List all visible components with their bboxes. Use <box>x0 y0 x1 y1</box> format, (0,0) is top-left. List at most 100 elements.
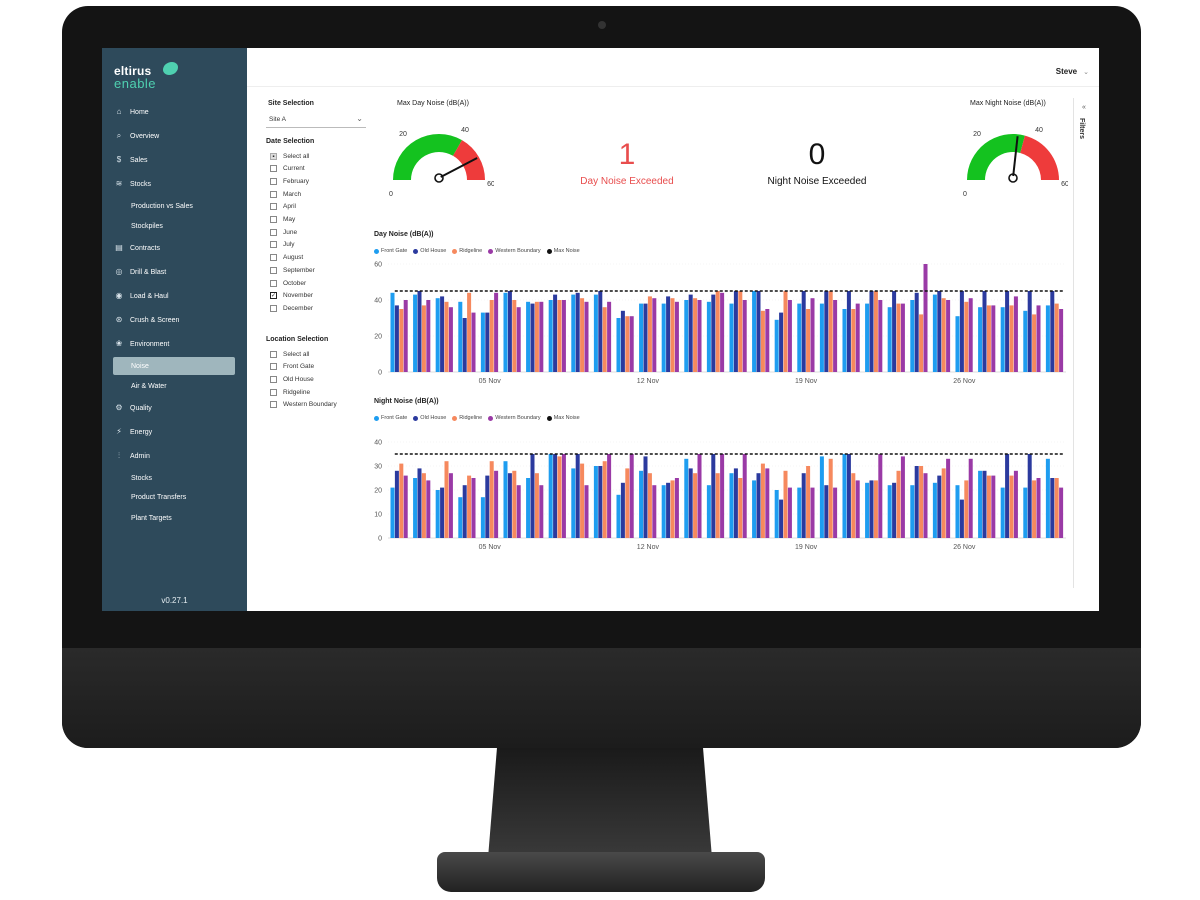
day-bar-western-boundary[interactable] <box>1036 305 1041 372</box>
day-bar-old-house[interactable] <box>417 291 422 372</box>
day-bar-front-gate[interactable] <box>458 301 463 372</box>
day-bar-old-house[interactable] <box>779 312 784 372</box>
night-bar-old-house[interactable] <box>846 454 851 538</box>
day-bar-ridgeline[interactable] <box>421 305 426 372</box>
sidebar-item-sales[interactable]: $ Sales <box>102 151 247 169</box>
night-bar-front-gate[interactable] <box>774 490 779 538</box>
night-bar-ridgeline[interactable] <box>670 480 675 538</box>
night-bar-ridgeline[interactable] <box>421 473 426 538</box>
night-bar-old-house[interactable] <box>485 475 490 538</box>
night-bar-ridgeline[interactable] <box>625 468 630 538</box>
sidebar-item-stocks[interactable]: Stocks <box>102 469 247 487</box>
day-bar-ridgeline[interactable] <box>467 292 472 372</box>
night-bar-old-house[interactable] <box>779 499 784 538</box>
night-bar-western-boundary[interactable] <box>833 487 838 538</box>
night-bar-western-boundary[interactable] <box>946 458 951 538</box>
day-bar-western-boundary[interactable] <box>968 298 973 372</box>
day-bar-old-house[interactable] <box>733 291 738 372</box>
checkbox[interactable] <box>270 190 277 198</box>
night-bar-western-boundary[interactable] <box>810 487 815 538</box>
checkbox[interactable] <box>270 266 277 274</box>
day-bar-western-boundary[interactable] <box>448 307 453 372</box>
day-bar-front-gate[interactable] <box>661 303 666 372</box>
sidebar-item-stocks[interactable]: ≋ Stocks <box>102 175 247 193</box>
night-bar-front-gate[interactable] <box>616 494 621 538</box>
day-bar-old-house[interactable] <box>1027 291 1032 372</box>
day-bar-old-house[interactable] <box>666 296 671 372</box>
logo[interactable]: eltirus enable <box>114 62 178 91</box>
night-bar-front-gate[interactable] <box>413 478 418 538</box>
night-bar-ridgeline[interactable] <box>760 463 765 538</box>
night-bar-front-gate[interactable] <box>593 466 598 538</box>
night-bar-western-boundary[interactable] <box>765 468 770 538</box>
night-bar-western-boundary[interactable] <box>561 454 566 538</box>
night-bar-old-house[interactable] <box>688 468 693 538</box>
legend-item-front-gate[interactable]: Front Gate <box>374 248 407 254</box>
day-bar-old-house[interactable] <box>553 294 558 372</box>
date-selection-option-march[interactable]: March <box>270 189 301 199</box>
day-bar-front-gate[interactable] <box>797 303 802 372</box>
night-bar-western-boundary[interactable] <box>607 454 612 538</box>
night-bar-front-gate[interactable] <box>932 482 937 538</box>
night-bar-western-boundary[interactable] <box>426 480 431 538</box>
checkbox[interactable] <box>270 363 277 371</box>
day-bar-front-gate[interactable] <box>639 303 644 372</box>
day-bar-front-gate[interactable] <box>774 319 779 372</box>
night-bar-front-gate[interactable] <box>955 485 960 538</box>
day-bar-ridgeline[interactable] <box>1032 314 1037 372</box>
night-noise-gauge[interactable]: 0 20 40 60 <box>958 118 1068 198</box>
night-bar-old-house[interactable] <box>801 473 806 538</box>
day-bar-ridgeline[interactable] <box>489 300 494 372</box>
night-bar-ridgeline[interactable] <box>828 458 833 538</box>
day-bar-front-gate[interactable] <box>887 307 892 372</box>
night-bar-old-house[interactable] <box>892 482 897 538</box>
night-bar-ridgeline[interactable] <box>534 473 539 538</box>
day-bar-ridgeline[interactable] <box>783 291 788 372</box>
night-bar-old-house[interactable] <box>598 466 603 538</box>
day-bar-ridgeline[interactable] <box>647 296 652 372</box>
legend-item-max-noise[interactable]: Max Noise <box>546 415 580 421</box>
night-bar-old-house[interactable] <box>553 454 558 538</box>
day-bar-ridgeline[interactable] <box>557 300 562 372</box>
night-bar-old-house[interactable] <box>394 470 399 538</box>
night-bar-western-boundary[interactable] <box>494 470 499 538</box>
night-bar-western-boundary[interactable] <box>516 485 521 538</box>
night-bar-ridgeline[interactable] <box>467 475 472 538</box>
day-bar-old-house[interactable] <box>711 294 716 372</box>
night-bar-ridgeline[interactable] <box>602 461 607 538</box>
day-bar-front-gate[interactable] <box>729 303 734 372</box>
day-bar-front-gate[interactable] <box>978 307 983 372</box>
night-bar-western-boundary[interactable] <box>1036 478 1041 538</box>
day-bar-old-house[interactable] <box>440 296 445 372</box>
night-bar-ridgeline[interactable] <box>986 475 991 538</box>
night-bar-western-boundary[interactable] <box>991 475 996 538</box>
day-bar-ridgeline[interactable] <box>693 298 698 372</box>
day-bar-ridgeline[interactable] <box>1054 303 1059 372</box>
night-bar-western-boundary[interactable] <box>697 454 702 538</box>
day-bar-ridgeline[interactable] <box>738 291 743 372</box>
day-bar-western-boundary[interactable] <box>471 312 476 372</box>
night-bar-ridgeline[interactable] <box>489 461 494 538</box>
day-bar-western-boundary[interactable] <box>584 301 589 372</box>
night-bar-ridgeline[interactable] <box>873 480 878 538</box>
day-bar-front-gate[interactable] <box>616 318 621 372</box>
legend-item-ridgeline[interactable]: Ridgeline <box>452 248 482 254</box>
day-bar-old-house[interactable] <box>982 291 987 372</box>
night-bar-ridgeline[interactable] <box>557 456 562 538</box>
sidebar-item-stockpiles[interactable]: Stockpiles <box>102 217 247 235</box>
day-bar-ridgeline[interactable] <box>964 301 969 372</box>
night-bar-western-boundary[interactable] <box>448 473 453 538</box>
sidebar-item-plant-targets[interactable]: Plant Targets <box>102 509 247 527</box>
checkbox[interactable] <box>270 228 277 236</box>
sidebar-item-product-transfers[interactable]: Product Transfers <box>102 488 247 506</box>
night-bar-western-boundary[interactable] <box>471 478 476 538</box>
location-selection-option-front-gate[interactable]: Front Gate <box>270 362 314 372</box>
checkbox[interactable] <box>270 165 277 173</box>
night-bar-front-gate[interactable] <box>978 470 983 538</box>
night-bar-ridgeline[interactable] <box>964 480 969 538</box>
night-bar-front-gate[interactable] <box>639 470 644 538</box>
night-bar-front-gate[interactable] <box>887 485 892 538</box>
night-bar-western-boundary[interactable] <box>584 485 589 538</box>
day-bar-old-house[interactable] <box>462 318 467 372</box>
date-selection-option-august[interactable]: August <box>270 253 303 263</box>
